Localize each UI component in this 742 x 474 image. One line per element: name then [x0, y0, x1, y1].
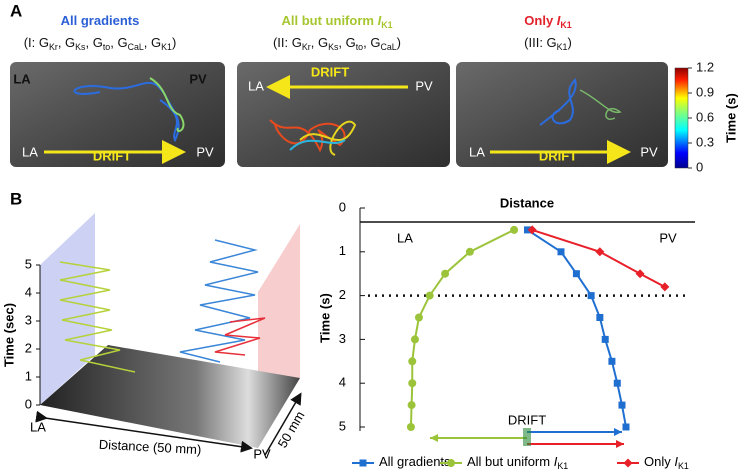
y-tick-label: 4: [339, 375, 346, 390]
colorbar-tick-label: 0: [696, 159, 703, 174]
panel-letter: A: [10, 1, 22, 20]
marker: [572, 270, 580, 278]
y-tick-label: 1: [25, 368, 32, 383]
marker: [441, 269, 450, 278]
colorbar-tick-label: 0.3: [696, 134, 714, 149]
drift-origin: [523, 428, 531, 446]
legend-marker: [623, 458, 633, 468]
marker: [425, 291, 434, 300]
y-tick-label: 3: [339, 331, 346, 346]
end-label: PV: [659, 230, 677, 245]
tissue-images: [10, 62, 689, 169]
region-label: LA: [22, 144, 38, 159]
region-label: LA: [469, 144, 485, 159]
colorbar-tick-label: 0.9: [696, 84, 714, 99]
drift-label: DRIFT: [311, 64, 349, 79]
marker: [596, 314, 604, 321]
y-tick-label: 2: [339, 287, 346, 302]
y-tick-label: 2: [25, 340, 32, 355]
panel-subtitle: (II: GKr, GKs, Gto, GCaL): [273, 35, 401, 52]
y-tick-label: 5: [25, 256, 32, 271]
x-axis-label: Distance: [500, 195, 554, 210]
panel-letter: B: [10, 189, 22, 208]
start-label: LA: [397, 230, 413, 245]
region-label: PV: [196, 144, 214, 159]
colorbar-tick-label: 1.2: [696, 59, 714, 74]
marker: [406, 423, 415, 431]
legend-label: Only IK1: [644, 454, 689, 471]
y-tick-label: 0: [339, 199, 346, 214]
marker: [660, 282, 670, 292]
marker: [595, 247, 605, 257]
marker: [613, 379, 621, 387]
series-line: [531, 228, 666, 288]
region-label: PV: [189, 71, 207, 86]
colorbar-tick-label: 0.6: [696, 109, 714, 124]
marker: [408, 379, 417, 388]
marker: [587, 292, 595, 300]
marker: [465, 247, 474, 256]
marker: [524, 226, 531, 234]
end-label: PV: [253, 446, 271, 461]
marker: [557, 248, 565, 256]
y-axis-label: Time (sec): [1, 303, 16, 367]
marker: [601, 335, 609, 343]
legend-marker: [447, 459, 455, 467]
marker: [618, 401, 626, 409]
legend-label: All but uniform IK1: [467, 454, 568, 471]
panel-title: Only IK1: [524, 13, 572, 30]
series-line: [526, 229, 627, 428]
x-axis-label: Distance (50 mm): [98, 437, 201, 457]
series-line: [409, 229, 515, 428]
marker: [527, 225, 537, 235]
y-tick-label: 4: [25, 284, 32, 299]
region-label: LA: [13, 71, 31, 86]
y-tick-label: 0: [25, 396, 32, 411]
schematic-3d: [35, 213, 302, 456]
start-label: LA: [30, 419, 46, 434]
region-label: PV: [640, 144, 658, 159]
marker: [608, 357, 616, 365]
y-tick-label: 3: [25, 312, 32, 327]
panel-subtitle: (I: GKr, GKs, Gto, GCaL, GK1): [24, 35, 177, 52]
marker: [510, 225, 519, 234]
panel-subtitle: (III: GK1): [524, 35, 572, 52]
legend-marker: [359, 459, 367, 467]
drift-label: DRIFT: [93, 148, 131, 163]
region-label: LA: [248, 78, 264, 93]
arrow-head: [614, 428, 622, 436]
panel-title: All gradients: [61, 13, 140, 28]
marker: [410, 335, 419, 344]
marker: [635, 269, 645, 279]
y-tick-label: 1: [339, 243, 346, 258]
colorbar-label: Time (s): [723, 93, 738, 143]
marker: [622, 423, 630, 431]
region-label: PV: [415, 78, 433, 93]
y-axis-label: Time (s): [317, 293, 332, 343]
y-tick-label: 5: [339, 418, 346, 433]
legend-label: All gradients: [379, 454, 451, 469]
marker: [407, 401, 416, 410]
marker: [408, 357, 417, 366]
marker: [414, 313, 423, 322]
drift-label: DRIFT: [508, 412, 546, 427]
arrow-head: [430, 434, 438, 442]
arrow-head: [616, 440, 624, 448]
panel-title: All but uniform IK1: [282, 13, 393, 30]
drift-label: DRIFT: [539, 148, 577, 163]
